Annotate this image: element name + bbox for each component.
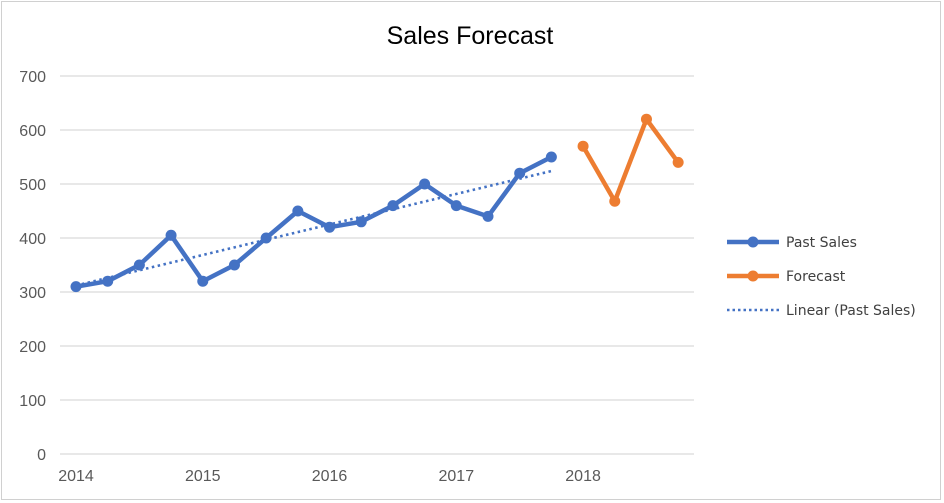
- data-point-past-sales: [419, 178, 431, 190]
- data-point-past-sales: [197, 275, 209, 287]
- data-point-past-sales: [228, 259, 240, 271]
- data-point-past-sales: [355, 216, 367, 228]
- legend-label-forecast: Forecast: [786, 269, 846, 285]
- data-point-forecast: [672, 156, 684, 168]
- x-tick-label: 2014: [58, 468, 94, 485]
- x-tick-label: 2018: [565, 468, 601, 485]
- data-point-past-sales: [102, 275, 114, 287]
- data-point-past-sales: [545, 151, 557, 163]
- data-point-forecast: [577, 140, 589, 152]
- trendline-layer: [75, 169, 552, 287]
- data-point-past-sales: [324, 221, 336, 233]
- y-tick-label: 100: [19, 393, 46, 410]
- y-axis-ticks: 0 100 200 300 400 500 600 700: [19, 69, 46, 464]
- series-layer: [70, 113, 684, 293]
- legend-label-past-sales: Past Sales: [786, 235, 857, 251]
- y-tick-label: 600: [19, 123, 46, 140]
- legend-marker-past-sales: [747, 236, 759, 248]
- y-tick-label: 0: [37, 447, 46, 464]
- data-point-past-sales: [165, 229, 177, 241]
- data-point-past-sales: [387, 200, 399, 212]
- x-axis-ticks: 2014 2015 2016 2017 2018: [58, 468, 601, 485]
- y-tick-label: 700: [19, 69, 46, 86]
- series-line-forecast: [581, 116, 680, 204]
- legend-marker-forecast: [747, 270, 759, 282]
- data-point-past-sales: [260, 232, 272, 244]
- data-point-past-sales: [292, 205, 304, 217]
- legend-label-linear-past-sales-: Linear (Past Sales): [786, 303, 916, 319]
- series-line-past-sales: [75, 154, 553, 289]
- data-point-past-sales: [450, 200, 462, 212]
- legend: Past Sales Forecast Linear (Past Sales): [727, 235, 916, 319]
- x-tick-label: 2015: [185, 468, 221, 485]
- trendline-linear-past-sales: [75, 169, 552, 287]
- data-point-past-sales: [70, 281, 82, 293]
- y-tick-label: 200: [19, 339, 46, 356]
- y-tick-label: 500: [19, 177, 46, 194]
- gridlines: [60, 75, 694, 455]
- data-point-past-sales: [482, 210, 494, 222]
- chart-title: Sales Forecast: [387, 22, 554, 50]
- data-point-past-sales: [514, 167, 526, 179]
- data-point-forecast: [609, 195, 621, 207]
- y-tick-label: 300: [19, 285, 46, 302]
- data-point-past-sales: [133, 259, 145, 271]
- data-point-forecast: [640, 113, 652, 125]
- x-tick-label: 2016: [312, 468, 348, 485]
- x-tick-label: 2017: [439, 468, 475, 485]
- y-tick-label: 400: [19, 231, 46, 248]
